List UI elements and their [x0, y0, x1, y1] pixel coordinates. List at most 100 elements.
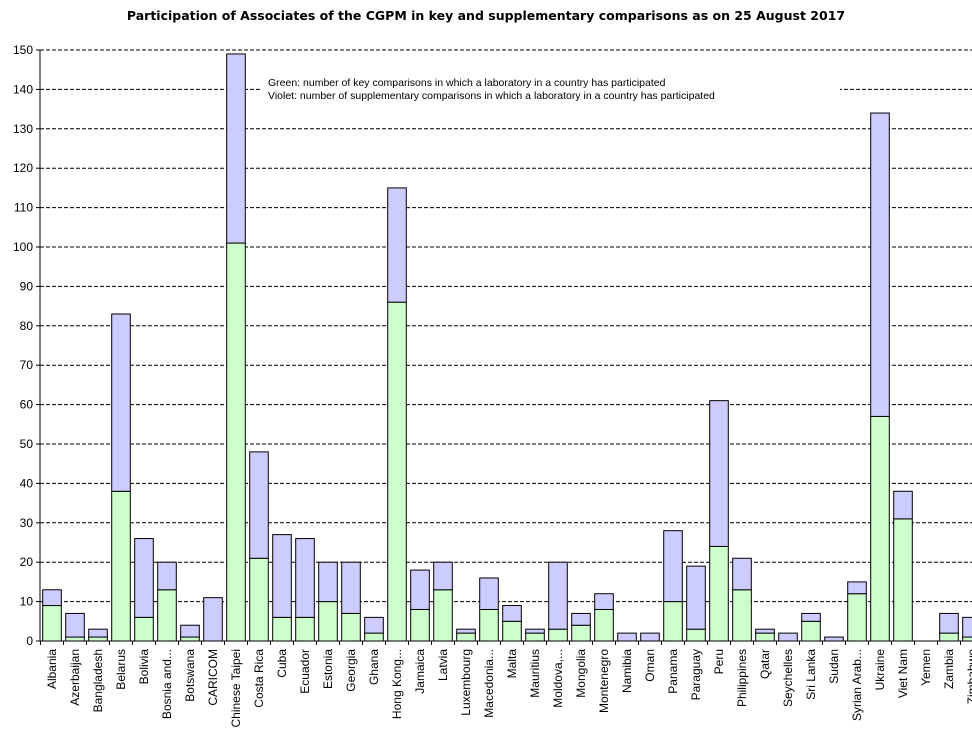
bar-violet-36 [870, 112, 890, 417]
bar-green-3 [111, 490, 131, 642]
bar-green-29 [709, 545, 729, 642]
y-tick-label: 60 [20, 398, 34, 412]
legend-box [262, 74, 840, 104]
legend-note-violet: Violet: number of supplementary comparis… [268, 90, 715, 102]
bar-green-19 [479, 608, 499, 642]
y-tick-label: 80 [20, 319, 34, 333]
bar-green-12 [318, 601, 338, 642]
bar-violet-3 [111, 313, 131, 492]
bar-violet-11 [295, 538, 315, 618]
bar-green-10 [272, 616, 292, 642]
category-label: Paraguay [689, 649, 703, 700]
bar-violet-12 [318, 561, 338, 603]
bar-green-30 [732, 589, 752, 642]
bar-violet-39 [939, 612, 959, 634]
category-label: Chinese Taipei [229, 649, 243, 728]
bar-green-40 [962, 636, 972, 642]
bar-green-9 [249, 557, 269, 642]
bar-violet-2 [88, 628, 108, 638]
bar-violet-8 [226, 53, 246, 244]
bar-violet-7 [203, 597, 223, 642]
y-tick-label: 30 [20, 516, 34, 530]
category-label: Georgia [344, 649, 358, 692]
bar-violet-10 [272, 534, 292, 618]
category-label: Albania [45, 649, 59, 689]
bar-green-4 [134, 616, 154, 642]
bar-violet-30 [732, 557, 752, 591]
bar-green-8 [226, 242, 246, 642]
bar-green-13 [341, 612, 361, 642]
bar-violet-0 [42, 589, 62, 607]
y-tick-label: 100 [13, 240, 33, 254]
bar-violet-6 [180, 624, 200, 638]
bar-green-17 [433, 589, 453, 642]
bar-violet-13 [341, 561, 361, 614]
category-label: Philippines [735, 649, 749, 707]
category-label: Qatar [758, 649, 772, 679]
category-label: Botswana [183, 649, 197, 702]
category-label: Syrian Arab... [850, 649, 864, 721]
bar-violet-20 [502, 605, 522, 622]
bar-violet-1 [65, 612, 85, 638]
bar-green-20 [502, 620, 522, 642]
y-tick-label: 150 [13, 43, 33, 57]
bar-green-5 [157, 589, 177, 642]
bar-violet-16 [410, 569, 430, 610]
bar-violet-18 [456, 628, 476, 634]
category-label: Macedonia... [482, 649, 496, 718]
category-label: Bangladesh [91, 649, 105, 712]
category-label: Belarus [114, 649, 128, 690]
bar-green-15 [387, 301, 407, 642]
bar-violet-33 [801, 612, 821, 622]
bar-green-23 [571, 624, 591, 642]
category-label: Sudan [827, 649, 841, 684]
category-label: Sri Lanka [804, 649, 818, 700]
bar-green-11 [295, 616, 315, 642]
category-label: Jamaica [413, 649, 427, 694]
category-label: Namibia [620, 649, 634, 693]
category-label: Mauritius [528, 649, 542, 698]
chart-title: Participation of Associates of the CGPM … [126, 8, 846, 23]
bar-violet-24 [594, 593, 614, 610]
bar-green-28 [686, 628, 706, 642]
bar-violet-26 [640, 632, 660, 642]
category-label: Panama [666, 649, 680, 694]
y-tick-label: 90 [20, 279, 34, 293]
bar-violet-31 [755, 628, 775, 634]
category-label: Cuba [275, 649, 289, 678]
y-axis: 0 10 20 30 40 50 60 70 80 90 100 110 120 130 140 150 [13, 43, 41, 648]
y-tick-label: 0 [26, 634, 33, 648]
bar-violet-27 [663, 530, 683, 603]
category-label: Mongolia [574, 649, 588, 698]
category-label: Costa Rica [252, 649, 266, 708]
legend-note-green: Green: number of key comparisons in whic… [268, 77, 666, 89]
bar-violet-4 [134, 538, 154, 618]
category-label: Seychelles [781, 649, 795, 707]
bar-green-22 [548, 628, 568, 642]
bar-violet-5 [157, 561, 177, 591]
bar-green-16 [410, 608, 430, 642]
category-label: Ecuador [298, 649, 312, 694]
category-label: Yemen [919, 649, 933, 686]
bar-violet-28 [686, 565, 706, 630]
bar-green-37 [893, 518, 913, 642]
category-label: Azerbaijan [68, 649, 82, 706]
category-label: Zimbabwe [965, 649, 972, 705]
bar-violet-37 [893, 490, 913, 520]
bar-violet-25 [617, 632, 637, 642]
bar-green-14 [364, 632, 384, 642]
bar-green-21 [525, 632, 545, 642]
bar-green-36 [870, 415, 890, 642]
y-tick-label: 130 [13, 122, 33, 136]
category-label: Latvia [436, 649, 450, 681]
bar-green-18 [456, 632, 476, 642]
bar-violet-21 [525, 628, 545, 634]
category-label: Malta [505, 649, 519, 679]
bar-violet-22 [548, 561, 568, 630]
bar-violet-19 [479, 577, 499, 610]
bar-green-2 [88, 636, 108, 642]
y-tick-label: 40 [20, 476, 34, 490]
y-tick-label: 110 [14, 201, 33, 215]
category-label: Moldova,... [551, 649, 565, 708]
